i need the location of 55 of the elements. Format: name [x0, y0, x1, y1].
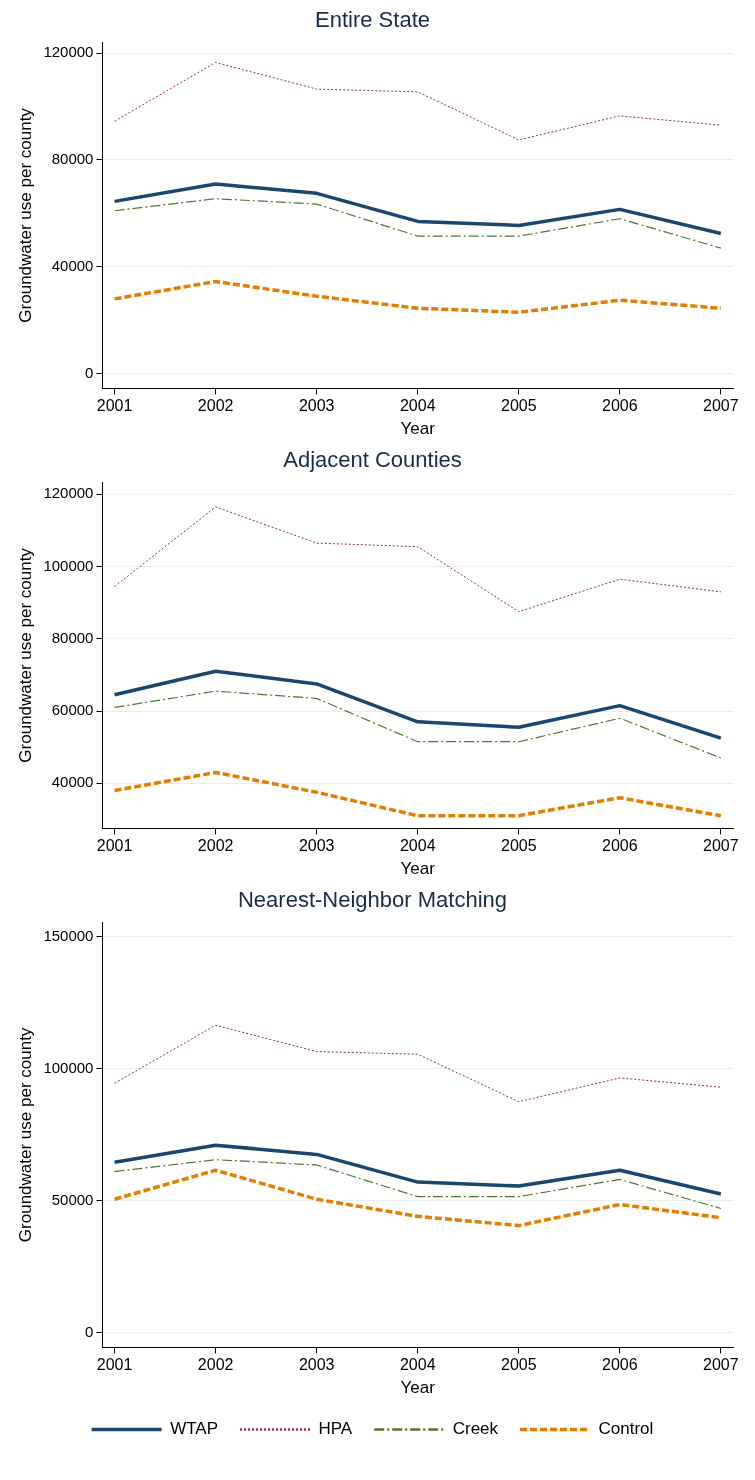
- line-series: [113, 198, 722, 249]
- x-tick-label: 2004: [399, 1356, 436, 1374]
- x-tick-label: 2006: [602, 1356, 638, 1374]
- y-tick-label: 50000: [51, 1190, 94, 1208]
- y-axis-title: Groundwater use per county: [15, 107, 35, 323]
- x-tick-label: 2004: [399, 397, 436, 415]
- x-tick-label: 2002: [197, 1356, 234, 1374]
- y-tick-label: 40000: [51, 256, 94, 274]
- legend-label: HPA: [318, 1419, 353, 1439]
- line-series: [114, 506, 722, 613]
- chart-title: Adjacent Counties: [283, 447, 462, 473]
- x-tick-label: 2001: [96, 397, 133, 415]
- y-tick-label: 100000: [43, 1058, 94, 1076]
- chart-title: Nearest-Neighbor Matching: [237, 887, 508, 913]
- line-series: [113, 690, 722, 759]
- x-tick-label: 2001: [96, 1356, 133, 1374]
- line-series: [114, 61, 722, 141]
- x-tick-label: 2003: [298, 397, 335, 415]
- x-tick-label: 2006: [602, 397, 638, 415]
- legend-label: Control: [598, 1419, 654, 1439]
- x-tick-label: 2007: [703, 837, 739, 855]
- y-axis-title: Groundwater use per county: [15, 547, 35, 763]
- x-tick-label: 2007: [703, 1356, 739, 1374]
- y-tick-label: 150000: [43, 927, 94, 945]
- line-series: [112, 279, 723, 314]
- y-tick-label: 40000: [51, 773, 94, 791]
- line-series: [112, 770, 723, 818]
- y-tick-label: 60000: [51, 701, 94, 719]
- x-tick-label: 2004: [399, 837, 436, 855]
- y-tick-label: 0: [85, 1322, 94, 1340]
- y-tick-label: 100000: [43, 556, 94, 574]
- y-tick-label: 120000: [43, 484, 94, 502]
- chart-title: Entire State: [315, 7, 430, 33]
- x-tick-label: 2005: [500, 837, 537, 855]
- x-tick-label: 2002: [197, 397, 234, 415]
- y-tick-label: 120000: [43, 43, 94, 61]
- x-tick-label: 2005: [500, 1356, 537, 1374]
- y-tick-label: 80000: [51, 150, 94, 168]
- line-series: [114, 1024, 722, 1103]
- x-tick-label: 2005: [500, 397, 537, 415]
- x-tick-label: 2007: [703, 397, 739, 415]
- legend-label: Creek: [452, 1419, 499, 1439]
- line-series: [113, 1159, 722, 1210]
- y-tick-label: 80000: [51, 628, 94, 646]
- x-tick-label: 2001: [96, 837, 133, 855]
- x-tick-label: 2006: [602, 837, 638, 855]
- x-axis-title: Year: [400, 859, 436, 879]
- x-tick-label: 2003: [298, 1356, 335, 1374]
- x-tick-label: 2002: [197, 837, 234, 855]
- x-axis-title: Year: [400, 1378, 436, 1398]
- x-axis-title: Year: [400, 419, 436, 439]
- y-tick-label: 0: [85, 363, 94, 381]
- y-axis-title: Groundwater use per county: [15, 1027, 35, 1243]
- legend-label: WTAP: [170, 1419, 219, 1439]
- x-tick-label: 2003: [298, 837, 335, 855]
